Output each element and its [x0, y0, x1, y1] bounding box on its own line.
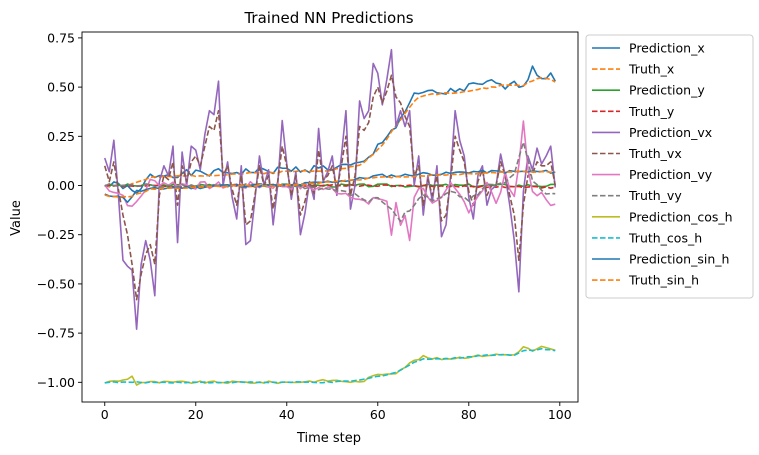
legend-label: Truth_vy: [628, 188, 682, 203]
y-tick-label: −0.25: [37, 227, 75, 242]
y-tick-label: 0.75: [47, 30, 75, 45]
x-tick-label: 0: [101, 407, 109, 422]
series-line-truth-x: [104, 76, 556, 188]
legend-label: Prediction_vy: [629, 167, 713, 182]
series-line-truth-sin-h: [104, 170, 556, 198]
x-tick-label: 20: [188, 407, 204, 422]
legend-label: Truth_x: [628, 62, 674, 77]
legend-label: Prediction_sin_h: [629, 252, 729, 267]
x-tick-label: 80: [461, 407, 477, 422]
y-tick-label: 0.00: [47, 178, 75, 193]
x-tick-label: 100: [548, 407, 572, 422]
plot-area: [103, 48, 557, 386]
y-tick-label: −0.50: [37, 276, 75, 291]
legend-label: Truth_sin_h: [628, 273, 699, 288]
legend: Prediction_x Truth_x Prediction_y Truth_y Pr…: [585, 34, 754, 299]
series-line-truth-vx: [103, 74, 557, 301]
legend-label: Prediction_x: [629, 41, 705, 56]
legend-label: Truth_cos_h: [628, 230, 702, 245]
legend-label: Prediction_cos_h: [629, 209, 733, 224]
axes: 0 20 40 60 80 100 0.75 0.50 0.25 0.00 −0.25 −0.50 −0…: [37, 30, 579, 422]
series-line-truth-cos-h: [104, 347, 556, 384]
series-line-prediction-vy: [104, 120, 556, 242]
legend-box: [585, 34, 754, 299]
legend-label: Truth_y: [628, 104, 675, 119]
x-tick-label: 60: [370, 407, 386, 422]
x-axis-label: Time step: [296, 431, 361, 446]
legend-label: Prediction_vx: [629, 125, 712, 140]
x-tick-label: 40: [279, 407, 295, 422]
series-line-truth-vy: [104, 141, 556, 223]
chart-title: Trained NN Predictions: [243, 9, 413, 27]
legend-label: Truth_vx: [628, 146, 682, 161]
y-axis-label: Value: [9, 200, 24, 236]
legend-label: Prediction_y: [629, 83, 705, 98]
y-tick-label: 0.25: [47, 129, 75, 144]
series-line-prediction-cos-h: [104, 345, 556, 386]
y-tick-label: −0.75: [37, 326, 75, 341]
y-tick-label: −1.00: [37, 375, 75, 390]
y-tick-label: 0.50: [47, 80, 75, 95]
plot-frame: [81, 31, 579, 403]
